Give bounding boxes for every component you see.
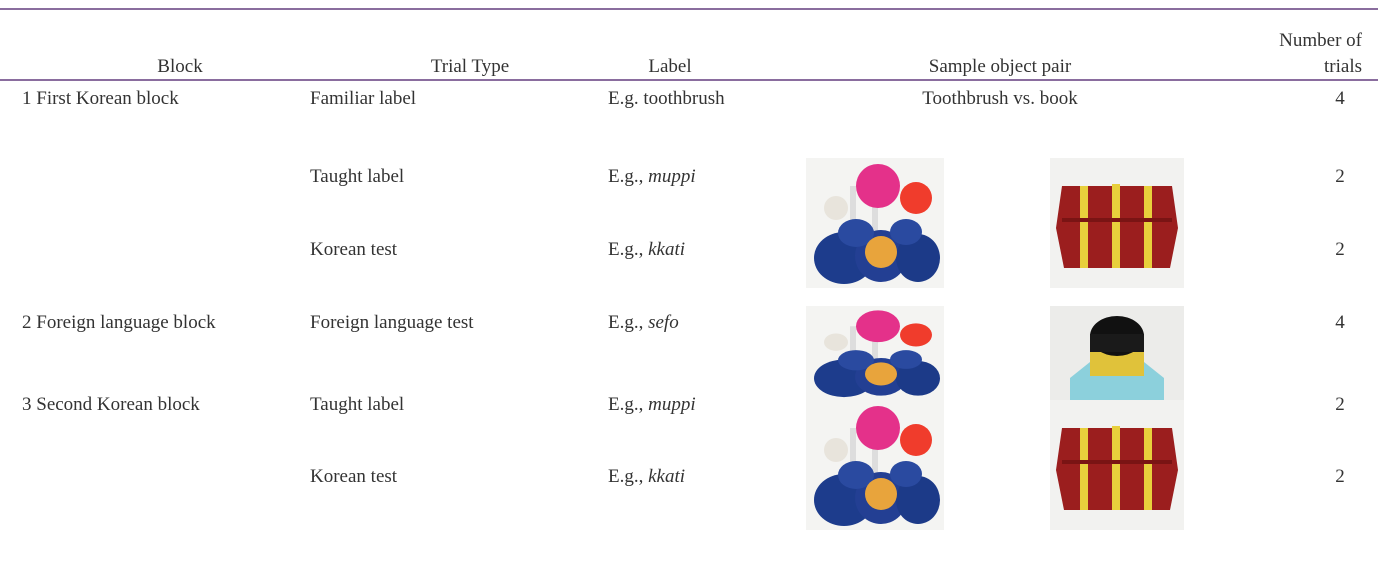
header-cell: Number of	[1279, 30, 1362, 51]
trial-type-cell: Korean test	[310, 239, 398, 260]
header-cell: Label	[648, 56, 692, 77]
header-cell: trials	[1324, 56, 1362, 77]
object-image	[1050, 158, 1184, 288]
trials-cell: 2	[1335, 166, 1345, 187]
trial-type-cell: Taught label	[310, 166, 405, 187]
block-cell: 1 First Korean block	[22, 88, 179, 109]
top-rule	[0, 8, 1378, 10]
label-term: kkati	[648, 466, 686, 487]
object-image	[1050, 400, 1184, 530]
label-prefix: E.g.,	[608, 239, 644, 260]
label-cell: E.g., muppi	[608, 394, 696, 416]
trial-type-cell: Taught label	[310, 394, 405, 415]
object-image	[806, 158, 944, 288]
label-prefix: E.g.,	[608, 312, 644, 333]
label-cell: E.g., muppi	[608, 166, 696, 188]
label-prefix: E.g.,	[608, 394, 644, 415]
label-cell: E.g., sefo	[608, 312, 679, 334]
object-image	[806, 400, 944, 530]
label-prefix: E.g.,	[608, 166, 644, 187]
label-cell: E.g., kkati	[608, 466, 685, 488]
label-prefix: E.g.,	[608, 466, 644, 487]
trials-cell: 4	[1335, 312, 1345, 333]
block-cell: 2 Foreign language block	[22, 312, 216, 333]
header-cell: Block	[157, 56, 203, 77]
sample-cell: Toothbrush vs. book	[922, 88, 1078, 109]
header-cell: Sample object pair	[928, 56, 1072, 77]
trials-cell: 2	[1335, 466, 1345, 487]
header-cell: Trial Type	[430, 56, 510, 77]
label-cell: E.g. toothbrush	[608, 88, 725, 109]
trials-cell: 4	[1335, 88, 1345, 109]
trial-type-cell: Foreign language test	[310, 312, 474, 333]
label-term: sefo	[648, 312, 679, 333]
label-term: muppi	[648, 394, 696, 415]
label-cell: E.g., kkati	[608, 239, 685, 261]
trial-type-cell: Korean test	[310, 466, 398, 487]
trial-type-cell: Familiar label	[310, 88, 417, 109]
label-term: muppi	[648, 166, 696, 187]
trials-cell: 2	[1335, 394, 1345, 415]
block-cell: 3 Second Korean block	[22, 394, 200, 415]
label-term: kkati	[648, 239, 686, 260]
header-rule	[0, 79, 1378, 81]
trials-cell: 2	[1335, 239, 1345, 260]
object-image	[806, 306, 944, 400]
